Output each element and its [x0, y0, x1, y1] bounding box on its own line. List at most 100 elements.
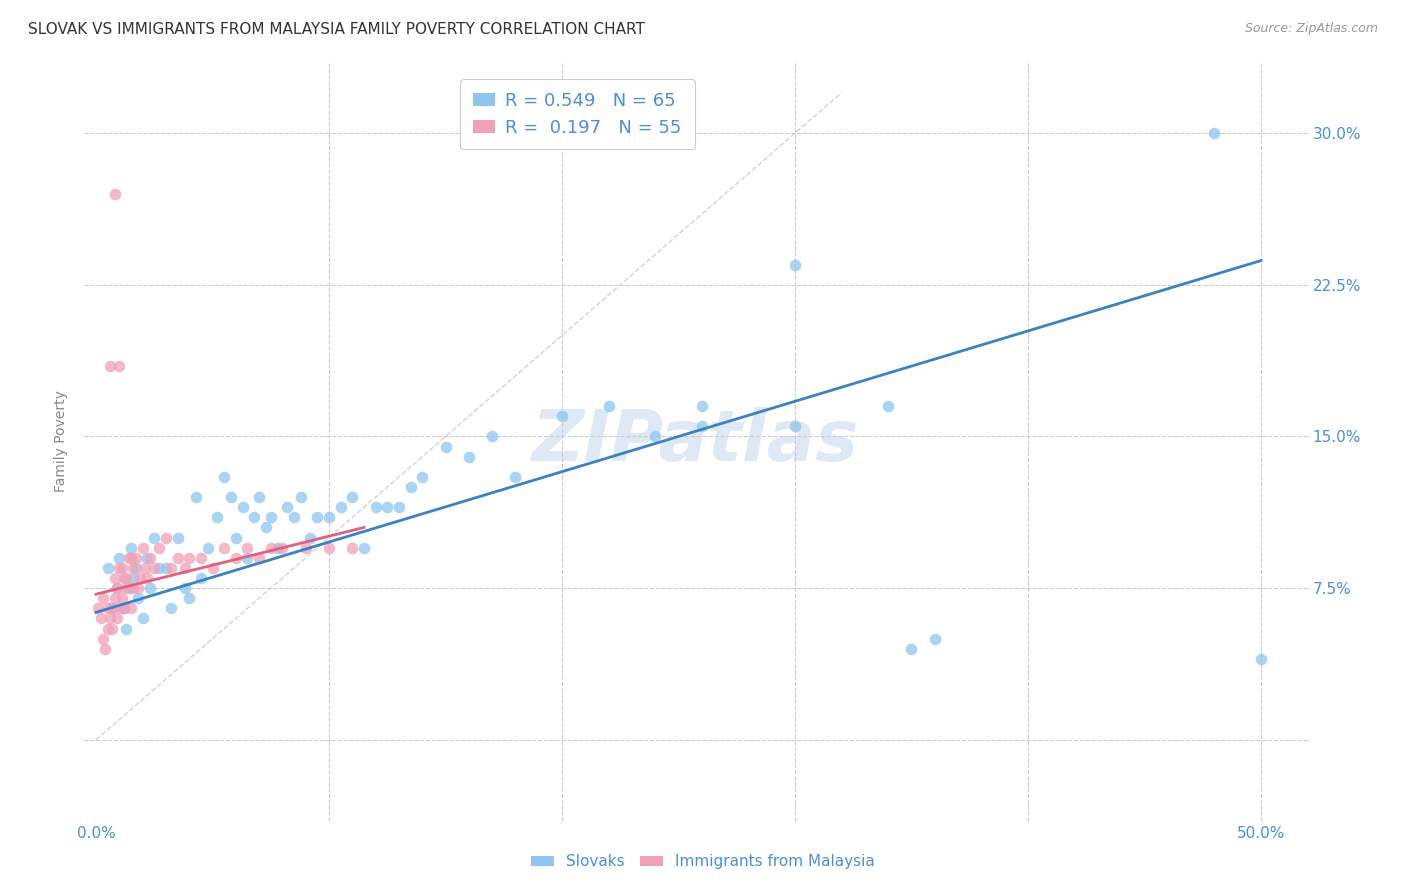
Point — [179, 550, 201, 565]
Point — [117, 581, 139, 595]
Point — [159, 601, 181, 615]
Point — [104, 186, 127, 201]
Point — [143, 531, 166, 545]
Point — [318, 510, 340, 524]
Point — [457, 450, 479, 464]
Point — [101, 601, 124, 615]
Point — [111, 561, 134, 575]
Point — [924, 632, 946, 646]
Point — [690, 399, 713, 413]
Point — [375, 500, 398, 515]
Point — [342, 490, 364, 504]
Point — [411, 470, 433, 484]
Point — [148, 561, 170, 575]
Point — [101, 622, 124, 636]
Point — [129, 571, 152, 585]
Point — [353, 541, 375, 555]
Point — [173, 581, 195, 595]
Point — [108, 561, 131, 575]
Point — [101, 601, 124, 615]
Point — [155, 531, 177, 545]
Point — [173, 561, 195, 575]
Legend: R = 0.549   N = 65, R =  0.197   N = 55: R = 0.549 N = 65, R = 0.197 N = 55 — [460, 79, 695, 149]
Point — [143, 561, 166, 575]
Point — [91, 591, 114, 606]
Point — [434, 440, 457, 454]
Point — [131, 541, 153, 555]
Point — [342, 541, 364, 555]
Point — [1250, 652, 1272, 666]
Y-axis label: Family Poverty: Family Poverty — [55, 391, 69, 492]
Point — [212, 470, 235, 484]
Point — [197, 541, 219, 555]
Point — [260, 510, 283, 524]
Point — [104, 591, 127, 606]
Point — [364, 500, 387, 515]
Point — [97, 601, 120, 615]
Point — [97, 561, 120, 575]
Point — [783, 258, 806, 272]
Point — [115, 581, 138, 595]
Point — [205, 510, 228, 524]
Point — [122, 571, 145, 585]
Point — [267, 541, 290, 555]
Point — [283, 510, 305, 524]
Point — [276, 500, 298, 515]
Point — [190, 550, 212, 565]
Point — [505, 470, 527, 484]
Point — [112, 571, 135, 585]
Point — [97, 622, 120, 636]
Point — [318, 541, 340, 555]
Point — [124, 550, 146, 565]
Point — [120, 601, 142, 615]
Point — [644, 429, 666, 443]
Point — [105, 581, 128, 595]
Point — [225, 550, 247, 565]
Text: ZIPatlas: ZIPatlas — [533, 407, 859, 476]
Point — [105, 581, 128, 595]
Point — [127, 581, 149, 595]
Point — [299, 531, 322, 545]
Point — [122, 581, 145, 595]
Point — [212, 541, 235, 555]
Point — [98, 359, 121, 373]
Point — [108, 550, 131, 565]
Point — [98, 611, 121, 625]
Point — [247, 550, 270, 565]
Point — [108, 359, 131, 373]
Point — [900, 641, 922, 656]
Point — [481, 429, 503, 443]
Point — [179, 591, 201, 606]
Point — [236, 541, 259, 555]
Point — [148, 541, 170, 555]
Point — [877, 399, 900, 413]
Point — [166, 531, 188, 545]
Point — [90, 611, 112, 625]
Point — [94, 641, 117, 656]
Point — [219, 490, 242, 504]
Point — [254, 520, 277, 534]
Point — [120, 550, 142, 565]
Point — [108, 601, 131, 615]
Point — [551, 409, 574, 424]
Point — [104, 571, 127, 585]
Point — [201, 561, 224, 575]
Point — [225, 531, 247, 545]
Point — [87, 601, 110, 615]
Point — [294, 541, 316, 555]
Point — [271, 541, 294, 555]
Point — [260, 541, 283, 555]
Point — [232, 500, 254, 515]
Point — [329, 500, 352, 515]
Point — [186, 490, 208, 504]
Point — [190, 571, 212, 585]
Point — [117, 550, 139, 565]
Point — [388, 500, 411, 515]
Point — [115, 622, 138, 636]
Point — [136, 550, 159, 565]
Point — [112, 601, 135, 615]
Point — [155, 561, 177, 575]
Point — [138, 550, 160, 565]
Point — [124, 561, 146, 575]
Point — [91, 632, 114, 646]
